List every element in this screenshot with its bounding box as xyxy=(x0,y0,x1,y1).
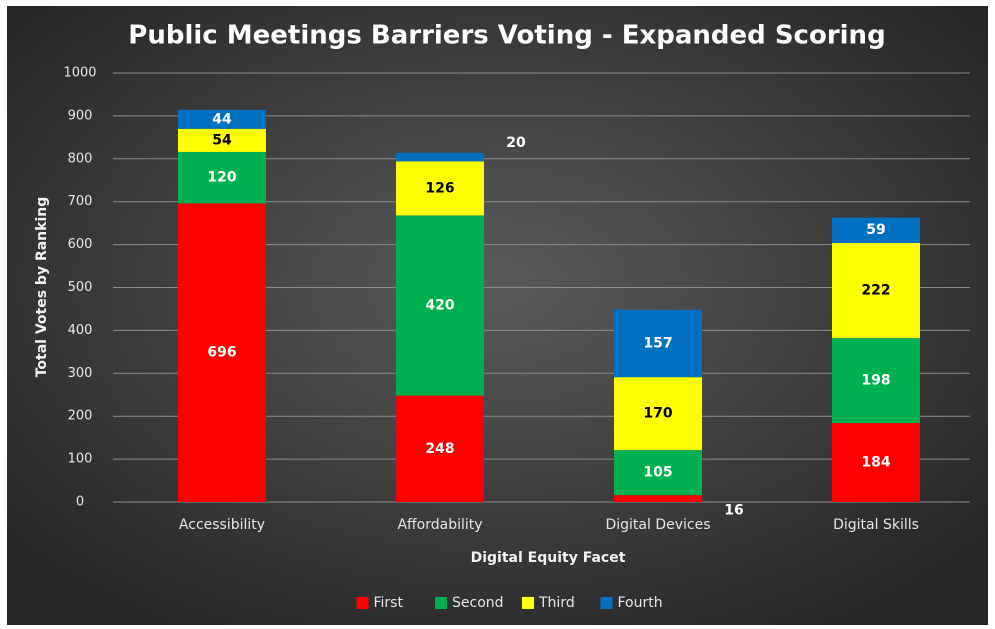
data-label: 20 xyxy=(506,135,526,151)
data-label: 105 xyxy=(643,465,672,481)
y-tick-label: 100 xyxy=(68,452,93,467)
data-label: 59 xyxy=(866,222,885,238)
data-label: 222 xyxy=(861,283,890,299)
legend-swatch xyxy=(435,597,447,609)
bar-segment xyxy=(832,423,920,502)
y-axis-title: Total Votes by Ranking xyxy=(34,197,50,378)
data-label: 126 xyxy=(425,180,454,196)
bar-segment xyxy=(396,395,484,502)
y-tick-label: 300 xyxy=(68,366,93,381)
bar-segment xyxy=(832,217,920,243)
bar-segment xyxy=(832,338,920,424)
data-label: 44 xyxy=(212,111,232,127)
legend-swatch xyxy=(600,597,613,609)
bar-segment xyxy=(178,151,266,204)
bar-segment xyxy=(832,242,920,339)
legend-label: First xyxy=(374,595,404,611)
bar-segment xyxy=(396,152,484,162)
bar-segment xyxy=(178,203,266,502)
data-label: 696 xyxy=(207,345,236,361)
bar-segment xyxy=(614,309,702,378)
bar-segment xyxy=(396,215,484,396)
x-tick-label: Digital Skills xyxy=(833,517,919,533)
x-tick-label: Affordability xyxy=(397,517,482,533)
data-label: 248 xyxy=(425,441,454,457)
bar-segment xyxy=(396,161,484,216)
y-tick-label: 700 xyxy=(68,194,93,209)
bar-segment xyxy=(614,377,702,451)
legend-label: Third xyxy=(538,595,575,611)
y-tick-label: 800 xyxy=(68,151,93,166)
y-tick-label: 900 xyxy=(68,108,93,123)
y-tick-label: 1000 xyxy=(63,66,96,81)
bar-segment xyxy=(178,128,266,152)
y-tick-label: 500 xyxy=(68,280,93,295)
bar-segment xyxy=(178,109,266,129)
data-label: 184 xyxy=(861,455,890,471)
data-label: 16 xyxy=(724,503,743,519)
x-tick-label: Accessibility xyxy=(179,517,265,533)
bar-segment xyxy=(614,495,702,502)
x-axis-title: Digital Equity Facet xyxy=(471,550,626,566)
y-tick-label: 600 xyxy=(68,237,93,252)
data-label: 170 xyxy=(643,406,672,422)
x-tick-label: Digital Devices xyxy=(605,517,710,533)
legend-label: Fourth xyxy=(618,595,663,611)
data-label: 420 xyxy=(425,298,454,314)
bar-segment xyxy=(614,450,702,496)
y-tick-label: 200 xyxy=(68,409,93,424)
legend-swatch xyxy=(522,597,534,609)
data-label: 54 xyxy=(212,132,232,148)
y-tick-label: 400 xyxy=(68,323,93,338)
chart-background xyxy=(7,6,988,625)
chart-title: Public Meetings Barriers Voting - Expand… xyxy=(128,21,885,51)
legend-label: Second xyxy=(452,595,504,611)
data-label: 198 xyxy=(861,373,890,389)
data-label: 120 xyxy=(207,170,236,186)
y-tick-label: 0 xyxy=(76,495,84,510)
legend-swatch xyxy=(356,597,369,609)
data-label: 157 xyxy=(643,335,672,351)
